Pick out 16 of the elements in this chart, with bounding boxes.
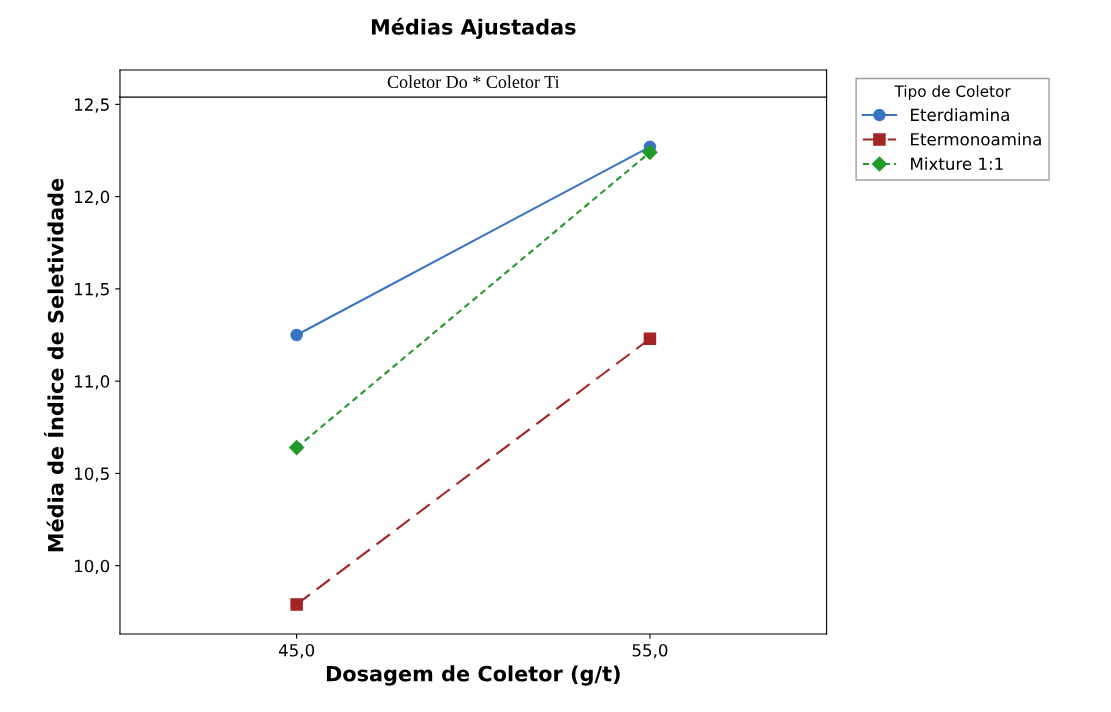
x-axis-title: Dosagem de Coletor (g/t) xyxy=(326,665,620,686)
y-tick-label: 10,0 xyxy=(74,559,110,574)
y-tick-label: 12,0 xyxy=(74,190,110,205)
x-tick-label: 55,0 xyxy=(632,643,668,659)
y-tick-label: 11,0 xyxy=(74,375,110,390)
legend-label: Eterdiamina xyxy=(911,108,1009,122)
chart-title: Médias Ajustadas xyxy=(371,17,576,39)
y-axis-title: Média de Índice de Seletividade xyxy=(43,178,64,552)
legend-title: Tipo de Coletor xyxy=(894,85,1011,100)
y-tick-label: 12,5 xyxy=(74,98,109,113)
y-tick-label: 10,5 xyxy=(74,467,109,482)
x-tick-label: 45,0 xyxy=(278,643,315,659)
legend-label: Mixture 1:1 xyxy=(911,157,1003,171)
text: Coletor Do * Coletor Ti xyxy=(387,75,560,88)
legend-label: Etermonoamina xyxy=(911,132,1041,146)
y-tick-label: 11,5 xyxy=(74,283,109,298)
